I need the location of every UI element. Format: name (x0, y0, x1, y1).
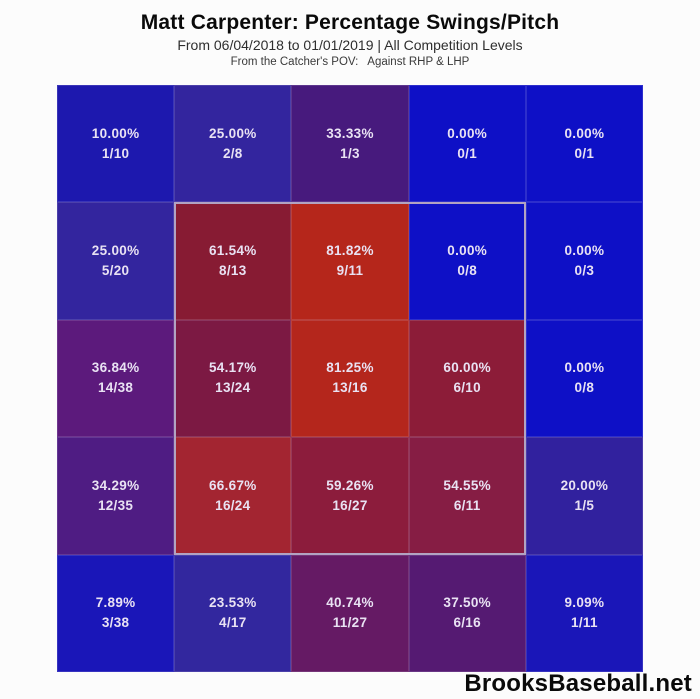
cell-fraction: 2/8 (222, 145, 243, 161)
heatmap-cell-r3c1: 36.84% 14/38 (57, 319, 175, 438)
heatmap-cell-r2c1: 25.00% 5/20 (57, 202, 175, 320)
heatmap-cell-r3c3: 81.25% 13/16 (291, 319, 409, 438)
heatmap-cell-r2c2: 61.54% 8/13 (174, 202, 292, 320)
cell-percentage: 0.00% (564, 243, 605, 259)
cell-percentage: 25.00% (91, 243, 140, 259)
cell-fraction: 0/1 (457, 145, 478, 161)
cell-fraction: 3/38 (101, 615, 130, 631)
cell-percentage: 40.74% (326, 595, 374, 611)
cell-percentage: 36.84% (91, 360, 140, 376)
cell-fraction: 0/1 (574, 145, 595, 161)
cell-percentage: 81.25% (326, 360, 374, 376)
cell-fraction: 8/13 (219, 263, 247, 279)
heatmap-cell-r2c3: 81.82% 9/11 (291, 202, 409, 320)
cell-percentage: 0.00% (447, 243, 488, 259)
cell-fraction: 6/10 (453, 380, 481, 396)
heatmap-cell-r1c1: 10.00% 1/10 (57, 85, 175, 203)
heatmap-cell-r4c1: 34.29% 12/35 (57, 437, 175, 555)
chart-header: Matt Carpenter: Percentage Swings/Pitch … (0, 10, 700, 69)
cell-fraction: 1/3 (340, 145, 360, 161)
cell-fraction: 14/38 (97, 380, 134, 396)
cell-percentage: 54.17% (208, 360, 257, 376)
heatmap-cell-r1c5: 0.00% 0/1 (525, 85, 643, 203)
cell-percentage: 0.00% (564, 125, 605, 141)
cell-percentage: 37.50% (443, 595, 491, 611)
cell-fraction: 1/5 (574, 497, 595, 513)
cell-percentage: 66.67% (208, 477, 257, 493)
cell-fraction: 0/3 (574, 263, 595, 279)
cell-percentage: 0.00% (447, 125, 488, 141)
cell-fraction: 4/17 (219, 615, 247, 631)
cell-fraction: 6/16 (453, 615, 481, 631)
cell-percentage: 34.29% (91, 477, 140, 493)
heatmap-cell-r5c4: 37.50% 6/16 (408, 554, 526, 672)
cell-percentage: 54.55% (443, 477, 491, 493)
chart-title: Matt Carpenter: Percentage Swings/Pitch (140, 11, 560, 34)
cell-fraction: 12/35 (97, 497, 134, 513)
heatmap-cell-r2c5: 0.00% 0/3 (525, 202, 643, 320)
cell-fraction: 1/10 (101, 145, 130, 161)
cell-percentage: 7.89% (95, 595, 136, 611)
cell-percentage: 10.00% (91, 125, 140, 141)
cell-percentage: 20.00% (560, 477, 609, 493)
cell-fraction: 6/11 (453, 497, 481, 513)
heatmap-cell-r4c5: 20.00% 1/5 (525, 437, 643, 555)
heatmap-cell-r3c2: 54.17% 13/24 (174, 319, 292, 438)
heatmap-cell-r4c4: 54.55% 6/11 (408, 437, 526, 555)
heatmap-grid: 10.00% 1/10 25.00% 2/8 33.33% 1/3 0.00% 0/1 0.00… (57, 85, 643, 672)
cell-fraction: 9/11 (336, 263, 364, 279)
cell-fraction: 11/27 (332, 615, 368, 631)
heatmap-cell-r3c4: 60.00% 6/10 (408, 319, 526, 438)
chart-subtitle: From 06/04/2018 to 01/01/2019 | All Comp… (177, 37, 523, 53)
cell-percentage: 33.33% (326, 125, 374, 141)
cell-fraction: 1/11 (571, 615, 598, 631)
cell-percentage: 23.53% (208, 595, 257, 611)
chart-pov-line: From the Catcher's POV: Against RHP & LH… (230, 56, 470, 68)
heatmap-cell-r3c5: 0.00% 0/8 (525, 319, 643, 438)
heatmap-cell-r2c4: 0.00% 0/8 (408, 202, 526, 320)
cell-fraction: 0/8 (574, 380, 595, 396)
cell-percentage: 9.09% (564, 595, 605, 611)
heatmap-cell-r5c5: 9.09% 1/11 (525, 554, 643, 672)
cell-percentage: 25.00% (208, 125, 257, 141)
cell-fraction: 13/16 (332, 380, 368, 396)
heatmap-cell-r4c3: 59.26% 16/27 (291, 437, 409, 555)
heatmap-cell-r4c2: 66.67% 16/24 (174, 437, 292, 555)
cell-fraction: 16/24 (215, 497, 251, 513)
cell-percentage: 59.26% (326, 477, 374, 493)
heatmap-cell-r1c3: 33.33% 1/3 (291, 85, 409, 203)
heatmap-cell-r5c2: 23.53% 4/17 (174, 554, 292, 672)
cell-percentage: 0.00% (564, 360, 605, 376)
brand-watermark: BrooksBaseball.net (464, 670, 692, 697)
cell-percentage: 61.54% (208, 243, 257, 259)
cell-fraction: 5/20 (101, 263, 130, 279)
cell-fraction: 16/27 (332, 497, 368, 513)
heatmap-cell-r5c3: 40.74% 11/27 (291, 554, 409, 672)
heatmap-cell-r1c2: 25.00% 2/8 (174, 85, 292, 203)
cell-percentage: 60.00% (443, 360, 491, 376)
heatmap-cell-r1c4: 0.00% 0/1 (408, 85, 526, 203)
cell-percentage: 81.82% (326, 243, 374, 259)
heatmap-cell-r5c1: 7.89% 3/38 (57, 554, 175, 672)
cell-fraction: 13/24 (215, 380, 251, 396)
cell-fraction: 0/8 (457, 263, 478, 279)
